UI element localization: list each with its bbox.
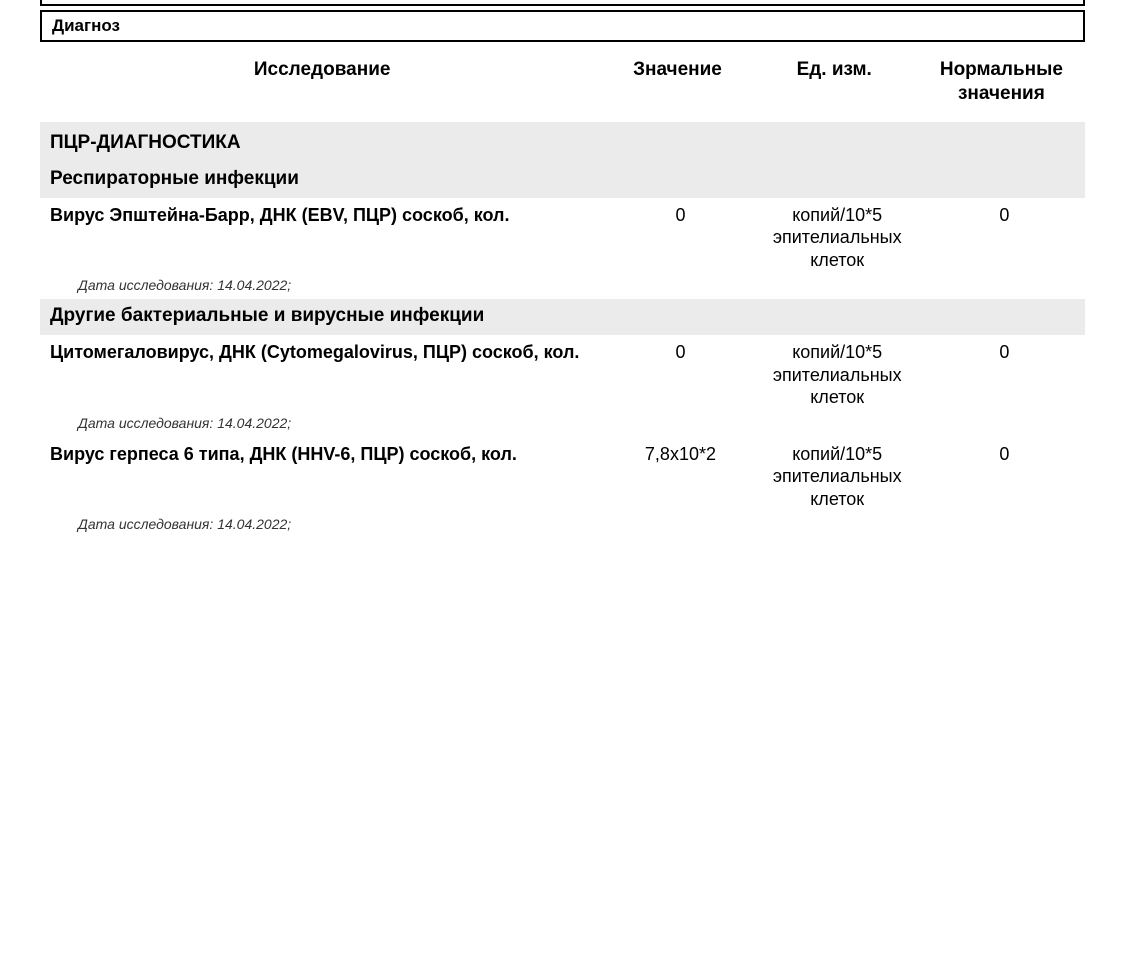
test-date-row: Дата исследования: 14.04.2022; [40,273,1085,299]
col-header-value: Значение [604,50,750,122]
subsection-title: Другие бактериальные и вирусные инфекции [40,299,1085,335]
test-value: 7,8x10*2 [604,437,750,513]
test-name: Вирус Эпштейна-Барр, ДНК (EBV, ПЦР) соск… [40,198,604,274]
test-value: 0 [604,198,750,274]
test-norm: 0 [918,335,1085,411]
test-date: Дата исследования: 14.04.2022; [40,411,1085,437]
section-title: ПЦР-ДИАГНОСТИКА [40,122,1085,162]
test-row: Вирус герпеса 6 типа, ДНК (HHV-6, ПЦР) с… [40,437,1085,513]
test-date: Дата исследования: 14.04.2022; [40,273,1085,299]
subsection-title: Респираторные инфекции [40,162,1085,198]
test-name: Вирус герпеса 6 типа, ДНК (HHV-6, ПЦР) с… [40,437,604,513]
top-border-box [40,0,1085,6]
test-value: 0 [604,335,750,411]
diagnosis-label: Диагноз [52,16,120,35]
test-name: Цитомегаловирус, ДНК (Cytomegalovirus, П… [40,335,604,411]
test-unit: копий/10*5 эпителиальных клеток [751,198,918,274]
test-unit: копий/10*5 эпителиальных клеток [751,335,918,411]
subsection-row: Другие бактериальные и вирусные инфекции [40,299,1085,335]
test-row: Вирус Эпштейна-Барр, ДНК (EBV, ПЦР) соск… [40,198,1085,274]
col-header-unit: Ед. изм. [751,50,918,122]
table-header-row: Исследование Значение Ед. изм. Нормальны… [40,50,1085,122]
test-date-row: Дата исследования: 14.04.2022; [40,512,1085,538]
col-header-norm: Нормальные значения [918,50,1085,122]
test-norm: 0 [918,198,1085,274]
results-table: Исследование Значение Ед. изм. Нормальны… [40,50,1085,538]
test-row: Цитомегаловирус, ДНК (Cytomegalovirus, П… [40,335,1085,411]
page-container: Диагноз Исследование Значение Ед. изм. Н… [0,0,1125,538]
test-unit: копий/10*5 эпителиальных клеток [751,437,918,513]
section-row: ПЦР-ДИАГНОСТИКА [40,122,1085,162]
test-date-row: Дата исследования: 14.04.2022; [40,411,1085,437]
subsection-row: Респираторные инфекции [40,162,1085,198]
col-header-test: Исследование [40,50,604,122]
test-norm: 0 [918,437,1085,513]
test-date: Дата исследования: 14.04.2022; [40,512,1085,538]
diagnosis-box: Диагноз [40,10,1085,42]
